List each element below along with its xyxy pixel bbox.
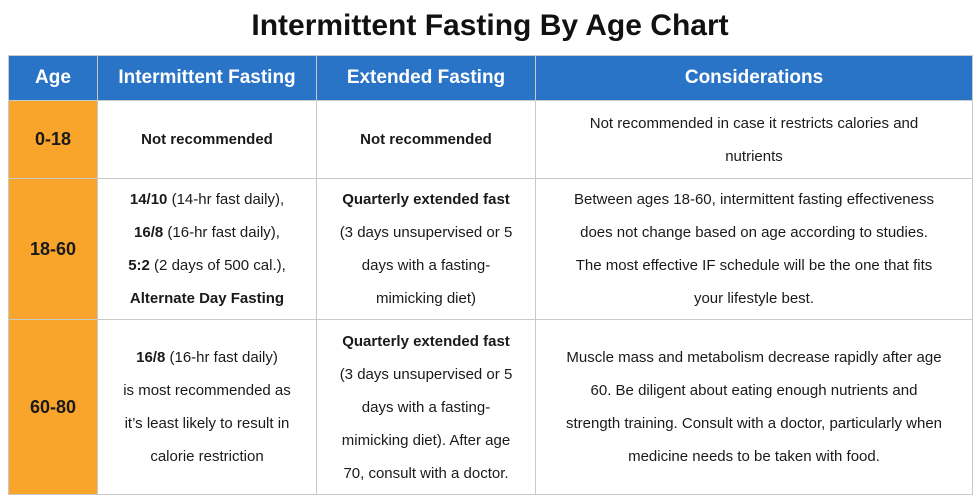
if-desc: (14-hr fast daily), [167, 191, 285, 208]
if-line: is most recommended as [123, 382, 291, 399]
considerations-cell: Between ages 18-60, intermittent fasting… [535, 178, 973, 320]
age-cell: 0-18 [8, 100, 98, 179]
consideration-line: your lifestyle best. [693, 290, 815, 307]
consideration-line: medicine needs to be taken with food. [628, 448, 880, 465]
if-desc: (16-hr fast daily) [165, 349, 278, 366]
consideration-line: Muscle mass and metabolism decrease rapi… [566, 349, 942, 366]
considerations-cell: Not recommended in case it restricts cal… [535, 100, 973, 179]
if-line: it’s least likely to result in [124, 415, 290, 432]
consideration-line: Between ages 18-60, intermittent fasting… [574, 191, 934, 208]
if-schedule: 16/8 [136, 349, 166, 366]
consideration-line: nutrients [725, 147, 783, 165]
fasting-table: Age Intermittent Fasting Extended Fastin… [8, 55, 973, 495]
if-schedule: 5:2 [128, 257, 150, 274]
consideration-line: The most effective IF schedule will be t… [575, 257, 933, 274]
if-line: 16/8 (16-hr fast daily), [106, 216, 308, 249]
if-schedule: 16/8 [134, 224, 164, 241]
header-intermittent-fasting: Intermittent Fasting [97, 55, 317, 101]
age-cell: 60-80 [8, 319, 98, 495]
ext-line: mimicking diet) [375, 290, 477, 307]
age-cell: 18-60 [8, 178, 98, 320]
if-desc: (2 days of 500 cal.), [149, 257, 286, 274]
if-desc: (16-hr fast daily), [163, 224, 280, 241]
extended-cell: Quarterly extended fast (3 days unsuperv… [316, 178, 536, 320]
consideration-line: strength training. Consult with a doctor… [565, 415, 943, 432]
ext-line: (3 days unsupervised or 5 [339, 224, 513, 241]
if-line: 5:2 (2 days of 500 cal.), [106, 249, 308, 282]
if-schedule: Alternate Day Fasting [129, 290, 285, 307]
if-line: Alternate Day Fasting [106, 282, 308, 315]
ext-line: (3 days unsupervised or 5 [339, 365, 513, 383]
if-line: 14/10 (14-hr fast daily), [106, 183, 308, 216]
consideration-line: 60. Be diligent about eating enough nutr… [590, 382, 918, 399]
intermittent-cell: 14/10 (14-hr fast daily), 16/8 (16-hr fa… [97, 178, 317, 320]
considerations-cell: Muscle mass and metabolism decrease rapi… [535, 319, 973, 495]
header-age: Age [8, 55, 98, 101]
ext-line: days with a fasting- [361, 398, 491, 416]
intermittent-cell: 16/8 (16-hr fast daily) is most recommen… [97, 319, 317, 495]
table-row: 18-60 14/10 (14-hr fast daily), 16/8 (16… [8, 178, 973, 320]
ext-line: mimicking diet). After age [341, 431, 511, 449]
ext-heading: Quarterly extended fast [342, 191, 510, 208]
extended-cell: Not recommended [316, 100, 536, 179]
ext-text: Not recommended [360, 131, 492, 148]
header-row: Age Intermittent Fasting Extended Fastin… [8, 55, 973, 101]
intermittent-cell: Not recommended [97, 100, 317, 179]
extended-cell: Quarterly extended fast (3 days unsuperv… [316, 319, 536, 495]
ext-line: days with a fasting- [361, 257, 491, 274]
if-line: calorie restriction [150, 448, 264, 465]
table-row: 60-80 16/8 (16-hr fast daily) is most re… [8, 319, 973, 495]
if-schedule: 14/10 [129, 191, 168, 208]
ext-heading: Quarterly extended fast [342, 332, 510, 350]
if-text: Not recommended [141, 131, 273, 148]
table-row: 0-18 Not recommended Not recommended Not… [8, 100, 973, 179]
if-line: 16/8 (16-hr fast daily) [106, 341, 308, 374]
header-considerations: Considerations [535, 55, 973, 101]
consideration-line: Not recommended in case it restricts cal… [589, 114, 919, 132]
ext-line: 70, consult with a doctor. [343, 464, 509, 482]
page-title: Intermittent Fasting By Age Chart [251, 9, 729, 42]
header-extended-fasting: Extended Fasting [316, 55, 536, 101]
consideration-line: does not change based on age according t… [580, 224, 928, 241]
